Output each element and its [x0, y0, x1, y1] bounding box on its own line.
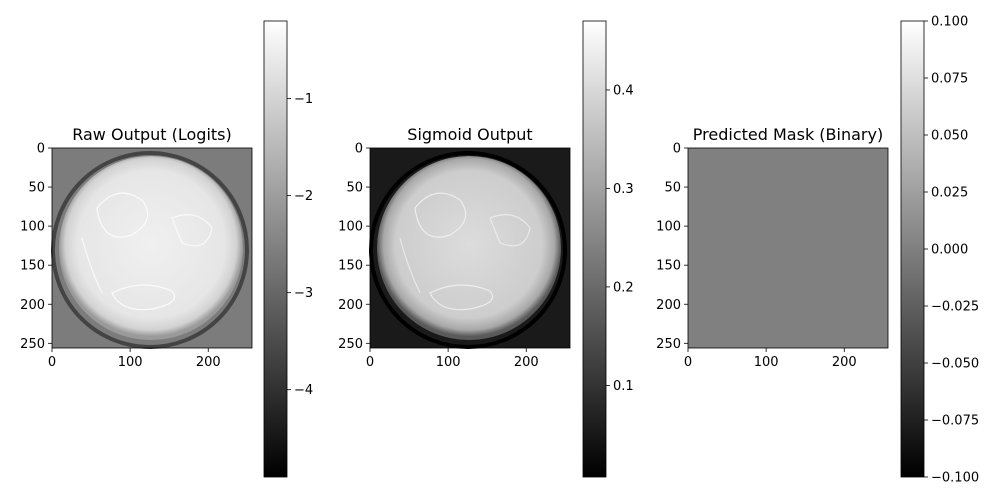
colorbar-gradient	[583, 21, 606, 477]
y-tick-label: 150	[338, 259, 363, 274]
colorbar-tick-label: 0.4	[613, 83, 634, 98]
y-tick-label: 200	[338, 298, 363, 313]
x-tick-label: 100	[436, 355, 461, 370]
colorbar-tick-label: −0.075	[931, 414, 979, 429]
colorbar: 0.100 0.075 0.050 0.025 0.000 −0.025 −0.050 −0.…	[900, 15, 979, 486]
axes-frame	[369, 147, 571, 349]
colorbar-tick-label: 0.100	[931, 15, 968, 30]
x-tick-label: 200	[514, 355, 539, 370]
y-tick-label: 0	[673, 142, 681, 157]
colorbar-tick-label: 0.3	[613, 182, 634, 197]
y-tick-label: 0	[355, 142, 363, 157]
disc-region	[59, 156, 243, 340]
y-tick-label: 250	[20, 337, 45, 352]
y-tick-label: 50	[346, 181, 363, 196]
colorbar-tick-label: −4	[294, 383, 313, 398]
outer-ring	[51, 151, 249, 349]
y-tick-label: 50	[664, 181, 681, 196]
y-tick-label: 250	[656, 337, 681, 352]
y-tick-label: 100	[338, 220, 363, 235]
colorbar-frame	[263, 20, 288, 478]
colorbar-tick-label: 0.075	[931, 72, 968, 87]
axes-frame	[687, 147, 889, 349]
colorbar-tick-label: 0.2	[613, 280, 634, 295]
colorbar-tick-label: −1	[294, 92, 313, 107]
contour	[96, 192, 149, 238]
chart-title: Sigmoid Output	[407, 125, 532, 144]
contour	[81, 237, 103, 294]
colorbar-gradient	[264, 21, 287, 477]
x-tick-label: 0	[48, 355, 56, 370]
y-tick-label: 100	[656, 220, 681, 235]
x-tick-label: 200	[832, 355, 857, 370]
chart-title: Predicted Mask (Binary)	[693, 125, 883, 144]
colorbar: −1 −2 −3 −4	[263, 20, 313, 478]
mask-image	[688, 148, 888, 348]
x-tick-label: 200	[196, 355, 221, 370]
contour	[429, 284, 494, 311]
x-tick-label: 0	[684, 355, 692, 370]
colorbar-tick-label: 0.000	[931, 243, 968, 258]
outer-ring	[369, 151, 567, 349]
colorbar-tick-label: −3	[294, 286, 313, 301]
y-tick-label: 150	[20, 259, 45, 274]
disc-region	[377, 156, 561, 340]
colorbar-tick-label: 0.050	[931, 129, 968, 144]
colorbar-tick-label: −0.025	[931, 300, 979, 315]
chart-title: Raw Output (Logits)	[72, 125, 232, 144]
contour	[399, 237, 421, 294]
colorbar-gradient	[901, 21, 924, 477]
y-tick-label: 250	[338, 337, 363, 352]
colorbar: 0.4 0.3 0.2 0.1	[582, 20, 634, 478]
x-tick-label: 100	[754, 355, 779, 370]
colorbar-frame	[582, 20, 607, 478]
colorbar-tick-label: −0.050	[931, 357, 979, 372]
x-tick-label: 100	[118, 355, 143, 370]
contour	[489, 214, 531, 247]
y-tick-label: 200	[656, 298, 681, 313]
y-tick-label: 200	[20, 298, 45, 313]
axes-frame	[51, 147, 253, 349]
y-tick-label: 100	[20, 220, 45, 235]
x-tick-label: 0	[366, 355, 374, 370]
panel-predicted-mask: Predicted Mask (Binary) 0 100 200 0 50 100 150 2…	[656, 15, 979, 486]
colorbar-tick-label: 0.1	[613, 379, 634, 394]
colorbar-tick-label: 0.025	[931, 186, 968, 201]
y-tick-label: 0	[37, 142, 45, 157]
colorbar-tick-label: −0.100	[931, 471, 979, 486]
contour	[111, 284, 176, 311]
panel-raw-logits: Raw Output (Logits) 0 100 200 0 50 100 150 200 25…	[20, 20, 313, 478]
contour	[414, 192, 467, 238]
contour	[171, 214, 213, 247]
y-tick-label: 150	[656, 259, 681, 274]
colorbar-tick-label: −2	[294, 189, 313, 204]
y-tick-label: 50	[28, 181, 45, 196]
